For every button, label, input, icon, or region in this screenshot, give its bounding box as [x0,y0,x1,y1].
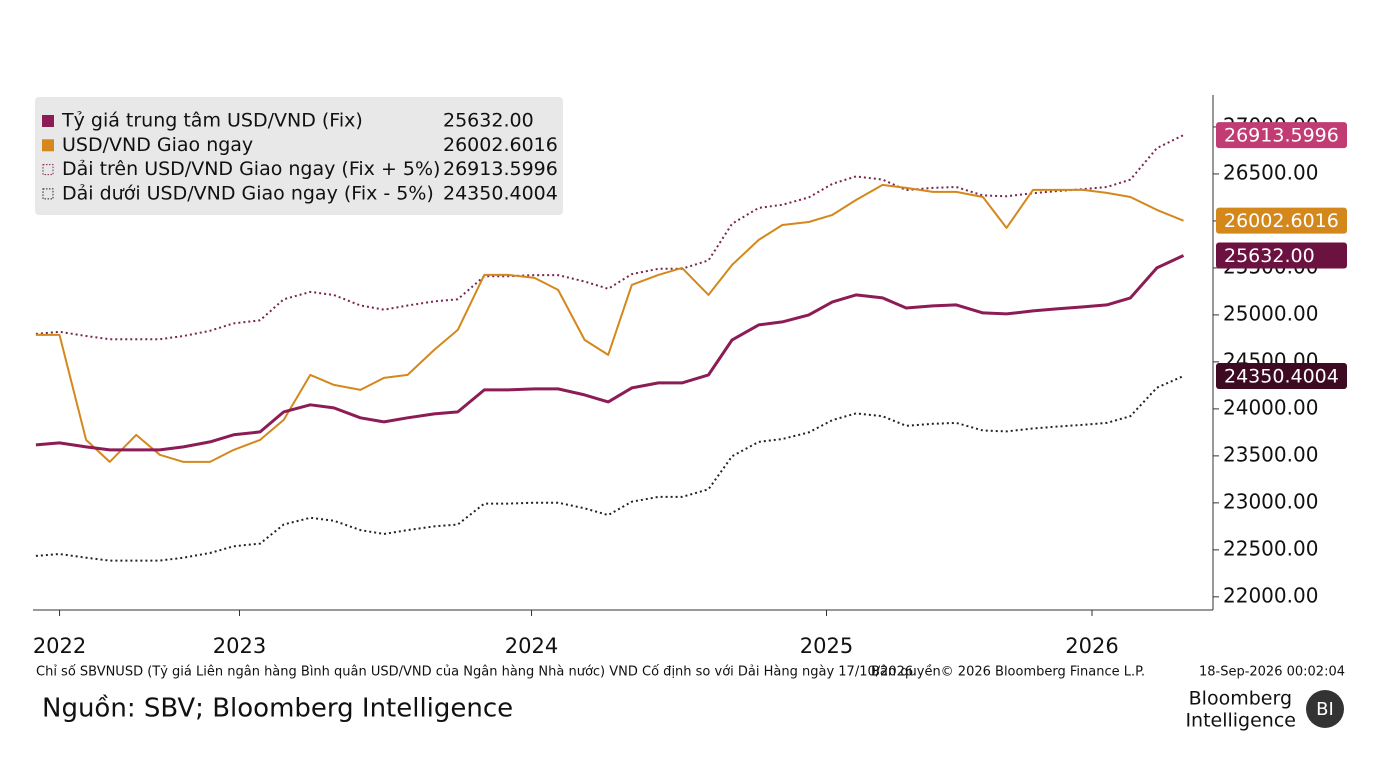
y-tick-label: 22000.00 [1223,583,1318,607]
source: Nguồn: SBV; Bloomberg Intelligence [42,694,513,724]
copyright: Bản quyền© 2026 Bloomberg Finance L.P. [871,665,1145,680]
x-tick-label: 2022 [33,634,86,658]
value-tag [1216,122,1347,149]
legend-swatch [42,188,54,200]
timestamp: 18-Sep-2026 00:02:04 [1199,665,1345,680]
brand-logo [1306,690,1344,728]
y-tick-label: 26500.00 [1223,160,1318,184]
y-tick-label: 24000.00 [1223,395,1318,419]
value-tag [1216,207,1347,234]
y-tick-label: 23500.00 [1223,442,1318,466]
legend-label: Dải trên USD/VND Giao ngay (Fix + 5%) [62,158,440,180]
legend-label: Tỷ giá trung tâm USD/VND (Fix) [61,110,363,132]
value-tag [1216,242,1347,269]
x-tick-label: 2026 [1065,634,1118,658]
value-tag-label: 26002.6016 [1224,210,1339,232]
legend-swatch [42,139,54,152]
series-line [35,254,1185,452]
x-tick-label: 2025 [800,634,853,658]
x-tick-label: 2023 [213,634,266,658]
y-tick-label: 22500.00 [1223,536,1318,560]
series-line [35,134,1184,341]
note: Chỉ số SBVNUSD (Tỷ giá Liên ngân hàng Bì… [36,665,913,680]
legend-label: Dải dưới USD/VND Giao ngay (Fix - 5%) [62,182,434,204]
value-tag-label: 25632.00 [1224,245,1315,267]
legend-value: 26002.6016 [443,134,558,156]
y-tick-label: 23000.00 [1223,489,1318,513]
legend-swatch [42,115,54,127]
legend-label: USD/VND Giao ngay [62,134,253,156]
series-line [35,375,1184,562]
legend-box [35,97,563,215]
brand-line: Intelligence [1185,710,1296,732]
series-line [35,183,1184,463]
value-tag-label: 24350.4004 [1224,365,1339,387]
brand-mark: BI [1316,699,1334,720]
x-tick-label: 2024 [505,634,558,658]
legend-value: 25632.00 [443,110,534,132]
legend-value: 26913.5996 [443,158,558,180]
y-tick-label: 25000.00 [1223,301,1318,325]
value-tag-label: 26913.5996 [1224,125,1339,147]
legend-value: 24350.4004 [443,182,558,204]
legend-swatch [42,164,54,176]
brand-line: Bloomberg [1189,688,1292,710]
value-tag [1216,362,1347,389]
